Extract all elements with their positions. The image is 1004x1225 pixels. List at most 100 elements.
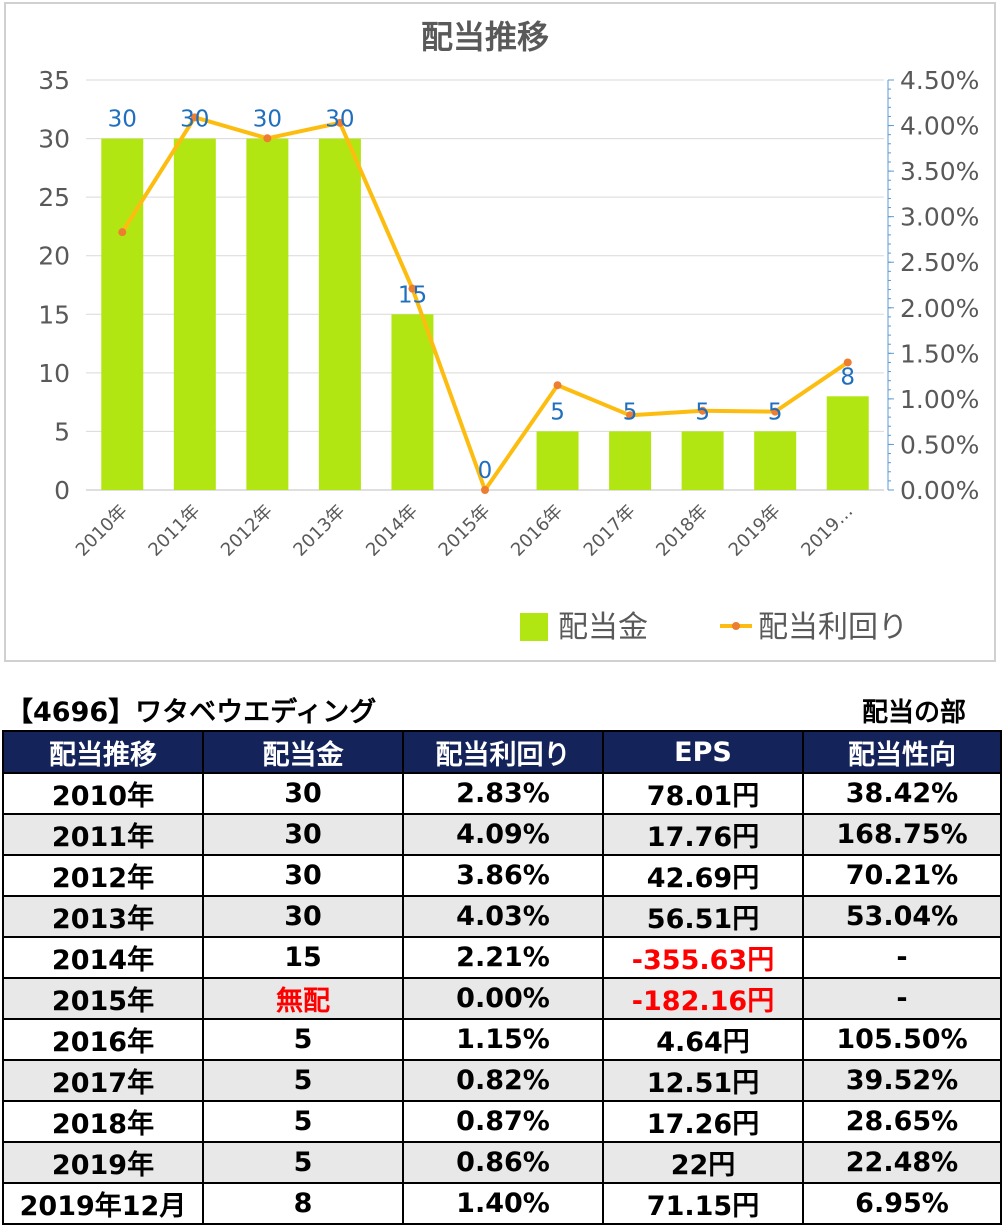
table-cell-eps: 17.26円 bbox=[602, 1100, 804, 1143]
table-cell-eps: -355.63円 bbox=[602, 936, 804, 979]
table-cell-yield: 2.83% bbox=[402, 772, 604, 815]
table-cell-eps: 71.15円 bbox=[602, 1182, 804, 1225]
data-label: 30 bbox=[108, 107, 137, 133]
yield-point bbox=[553, 381, 562, 390]
left-axis-tick-label: 25 bbox=[38, 183, 70, 212]
yield-point bbox=[771, 407, 780, 416]
table-cell-dividend: 30 bbox=[202, 813, 404, 856]
table-cell-yield: 4.09% bbox=[402, 813, 604, 856]
left-axis-tick-label: 0 bbox=[54, 476, 70, 505]
table-cell-payout: 53.04% bbox=[802, 895, 1002, 938]
right-axis-tick-label: 1.50% bbox=[900, 339, 979, 368]
x-axis-tick-label: 2016年 bbox=[507, 501, 567, 561]
yield-point bbox=[408, 284, 417, 293]
right-axis-tick-label: 0.50% bbox=[900, 430, 979, 459]
legend-swatch-dividend bbox=[520, 613, 548, 641]
table-cell-yield: 0.82% bbox=[402, 1059, 604, 1102]
data-label: 5 bbox=[768, 399, 783, 425]
right-axis-tick-label: 3.00% bbox=[900, 203, 979, 232]
table-cell-payout: - bbox=[802, 977, 1002, 1020]
table-cell-year: 2014年 bbox=[2, 936, 204, 979]
column-header-eps: EPS bbox=[602, 730, 804, 774]
table-cell-year: 2011年 bbox=[2, 813, 204, 856]
table-cell-payout: 28.65% bbox=[802, 1100, 1002, 1143]
bar bbox=[173, 138, 216, 491]
yield-line bbox=[120, 115, 849, 492]
table-cell-dividend: 無配 bbox=[202, 977, 404, 1020]
table-cell-eps: 17.76円 bbox=[602, 813, 804, 856]
bar bbox=[826, 396, 869, 490]
table-cell-eps: 4.64円 bbox=[602, 1018, 804, 1061]
bar bbox=[754, 431, 797, 490]
left-axis-tick-label: 20 bbox=[38, 242, 70, 271]
x-axis-tick-label: 2015年 bbox=[435, 501, 495, 561]
data-label: 5 bbox=[695, 399, 710, 425]
dividend-table: 配当推移 配当金 配当利回り EPS 配当性向 2010年 30 2.83% 78.0… bbox=[2, 730, 1002, 1225]
table-cell-payout: 39.52% bbox=[802, 1059, 1002, 1102]
yield-point bbox=[190, 113, 199, 122]
data-label: 5 bbox=[550, 399, 565, 425]
table-cell-dividend: 5 bbox=[202, 1018, 404, 1061]
yield-point bbox=[118, 228, 127, 237]
table-cell-year: 2019年 bbox=[2, 1141, 204, 1184]
table-cell-yield: 4.03% bbox=[402, 895, 604, 938]
bar bbox=[246, 138, 289, 491]
table-cell-eps: 56.51円 bbox=[602, 895, 804, 938]
left-axis-tick-label: 15 bbox=[38, 300, 70, 329]
table-cell-eps: 12.51円 bbox=[602, 1059, 804, 1102]
table-cell-dividend: 30 bbox=[202, 854, 404, 897]
table-cell-year: 2017年 bbox=[2, 1059, 204, 1102]
x-axis-tick-label: 2013年 bbox=[289, 501, 349, 561]
table-row: 2014年 15 2.21% -355.63円 - bbox=[2, 936, 1002, 979]
table-row: 2017年 5 0.82% 12.51円 39.52% bbox=[2, 1059, 1002, 1102]
bar bbox=[318, 138, 361, 491]
yield-point bbox=[481, 486, 489, 494]
x-axis-tick-label: 2019年 bbox=[725, 501, 785, 561]
table-row: 2019年 5 0.86% 22円 22.48% bbox=[2, 1141, 1002, 1184]
table-header-row: 【4696】ワタベウエディング 配当の部 bbox=[0, 690, 1004, 728]
left-axis-tick-label: 10 bbox=[38, 359, 70, 388]
table-cell-dividend: 15 bbox=[202, 936, 404, 979]
right-axis-tick-label: 2.00% bbox=[900, 294, 979, 323]
table-cell-dividend: 5 bbox=[202, 1059, 404, 1102]
table-cell-eps: 22円 bbox=[602, 1141, 804, 1184]
table-cell-year: 2016年 bbox=[2, 1018, 204, 1061]
bar bbox=[681, 431, 724, 490]
table-cell-year: 2015年 bbox=[2, 977, 204, 1020]
table-cell-dividend: 30 bbox=[202, 772, 404, 815]
right-axis-tick-label: 2.50% bbox=[900, 248, 979, 277]
table-cell-payout: 70.21% bbox=[802, 854, 1002, 897]
yield-point bbox=[263, 134, 272, 143]
table-cell-dividend: 30 bbox=[202, 895, 404, 938]
table-cell-payout: 6.95% bbox=[802, 1182, 1002, 1225]
left-axis-tick-label: 35 bbox=[38, 66, 70, 95]
bar bbox=[609, 431, 652, 490]
bar bbox=[536, 431, 579, 490]
table-cell-payout: - bbox=[802, 936, 1002, 979]
x-axis-tick-label: 2018年 bbox=[652, 501, 712, 561]
table-row: 2018年 5 0.87% 17.26円 28.65% bbox=[2, 1100, 1002, 1143]
table-cell-dividend: 8 bbox=[202, 1182, 404, 1225]
right-axis-tick-label: 4.00% bbox=[900, 112, 979, 141]
right-axis-tick-label: 3.50% bbox=[900, 157, 979, 186]
table-row: 2015年 無配 0.00% -182.16円 - bbox=[2, 977, 1002, 1020]
table-cell-yield: 1.15% bbox=[402, 1018, 604, 1061]
table-cell-payout: 22.48% bbox=[802, 1141, 1002, 1184]
data-label: 5 bbox=[623, 399, 638, 425]
data-label: 30 bbox=[253, 107, 282, 133]
table-cell-year: 2013年 bbox=[2, 895, 204, 938]
table-cell-yield: 0.00% bbox=[402, 977, 604, 1020]
table-row: 2010年 30 2.83% 78.01円 38.42% bbox=[2, 772, 1002, 815]
bar bbox=[391, 314, 434, 490]
table-cell-yield: 2.21% bbox=[402, 936, 604, 979]
data-label: 30 bbox=[180, 107, 209, 133]
table-cell-payout: 168.75% bbox=[802, 813, 1002, 856]
left-axis-tick-label: 5 bbox=[54, 417, 70, 446]
data-label: 8 bbox=[840, 364, 855, 390]
dividend-chart: 配当推移 0 5 10 15 20 25 30 35 0.00% 0.50% 1.00% 1.50% 2.… bbox=[4, 2, 996, 662]
yield-point bbox=[626, 411, 635, 420]
table-cell-yield: 3.86% bbox=[402, 854, 604, 897]
yield-point bbox=[698, 406, 707, 415]
table-cell-year: 2010年 bbox=[2, 772, 204, 815]
x-axis-tick-label: 2011年 bbox=[144, 501, 204, 561]
